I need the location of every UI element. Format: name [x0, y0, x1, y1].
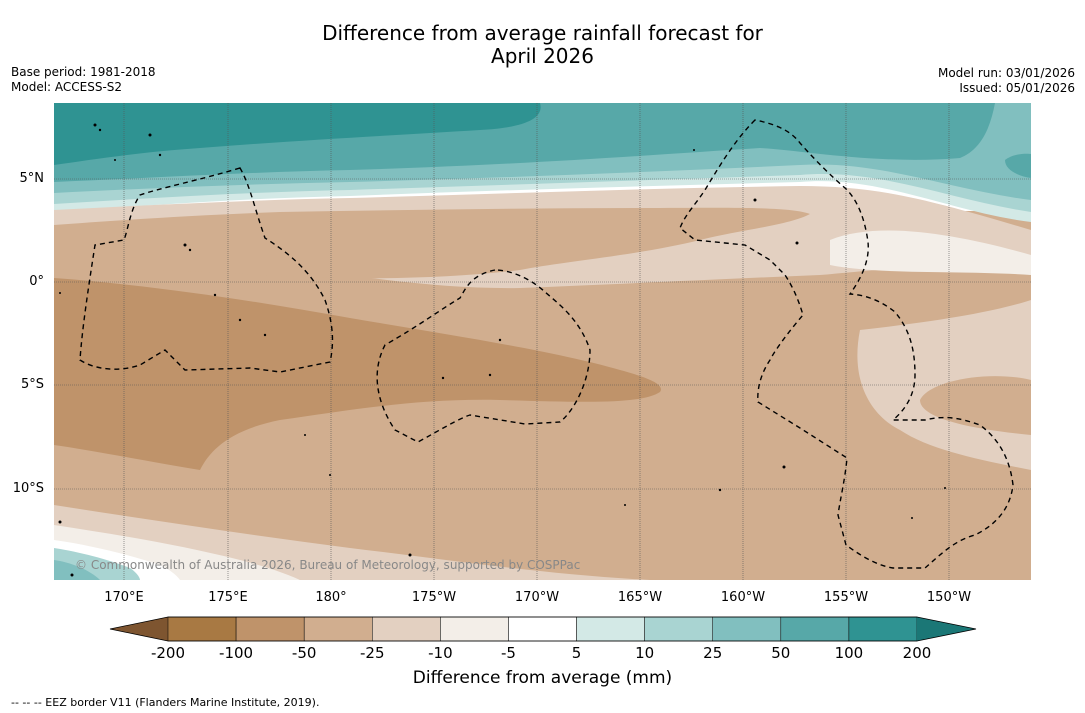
colorbar-tick-label: 25 [703, 644, 723, 662]
map-area [54, 103, 1031, 580]
chart-title: Difference from average rainfall forecas… [0, 22, 1085, 68]
eez-borders [79, 119, 1014, 569]
lat-label-10s: 10°S [12, 481, 44, 496]
band-minus5-north [830, 230, 1031, 275]
band-minus25-north [54, 207, 810, 279]
colorbar-box [235, 616, 305, 642]
eez-tokelau [376, 269, 591, 443]
colorbar-box [303, 616, 373, 642]
colorbar-tick-label: 5 [571, 644, 582, 662]
colorbar-box [848, 616, 918, 642]
lon-label-160w: 160°W [720, 590, 766, 605]
colorbar-box [167, 616, 237, 642]
lat-label-5s: 5°S [20, 377, 44, 392]
colorbar-tick-label: 200 [902, 644, 932, 662]
band-50-south [54, 560, 100, 580]
colorbar-tick-label: 100 [834, 644, 864, 662]
lon-label-175e: 175°E [208, 590, 248, 605]
colorbar-box [780, 616, 850, 642]
islands [58, 123, 946, 577]
lon-label-180: 180° [315, 590, 347, 605]
colorbar-tick-label: -50 [291, 644, 317, 662]
colorbar-box [644, 616, 713, 642]
title-line1: Difference from average rainfall forecas… [322, 21, 763, 45]
model-name: Model: ACCESS-S2 [11, 80, 123, 94]
lon-label-150w: 150°W [926, 590, 972, 605]
title-line2: April 2026 [491, 44, 594, 68]
colorbar-box [712, 616, 782, 642]
colorbar-tick-label: -200 [150, 644, 186, 662]
lon-label-155w: 155°W [823, 590, 869, 605]
eez-tuvalu [79, 167, 334, 373]
colorbar-extend-right [917, 617, 976, 641]
base-period: Base period: 1981-2018 [11, 65, 156, 79]
lon-label-170e: 170°E [104, 590, 144, 605]
colorbar-tick-label: -5 [500, 644, 516, 662]
model-run: Model run: 03/01/2026 [937, 66, 1075, 80]
colorbar-box [508, 616, 577, 642]
lon-label-175w: 175°W [411, 590, 457, 605]
colorbar-box [372, 616, 441, 642]
colorbar-extend-left [110, 617, 168, 641]
colorbar-outline [109, 616, 977, 642]
colorbar-tick-label: 10 [635, 644, 655, 662]
colorbar-tick-label: 50 [771, 644, 791, 662]
colorbar [109, 616, 977, 642]
band-minus50 [54, 278, 661, 470]
colorbar-tick-label: -25 [360, 644, 385, 662]
colorbar-tick-label: -100 [219, 644, 254, 662]
lon-label-165w: 165°W [617, 590, 663, 605]
lat-label-5n: 5°N [19, 171, 45, 186]
colorbar-title: Difference from average (mm) [412, 668, 673, 688]
band-100-east [1005, 153, 1031, 178]
eez-cook-islands [679, 119, 1014, 569]
band-minus10-east [857, 300, 1031, 470]
colorbar-box [576, 616, 645, 642]
attribution-text: © Commonwealth of Australia 2026, Bureau… [75, 558, 581, 572]
issued-date: Issued: 05/01/2026 [959, 81, 1075, 95]
colorbar-tick-label: -10 [428, 644, 453, 662]
meta-left: Base period: 1981-2018 Model: ACCESS-S2 [11, 65, 156, 95]
lat-label-0: 0° [29, 274, 44, 289]
lon-label-170w: 170°W [514, 590, 560, 605]
colorbar-box [440, 616, 509, 642]
colorbar-boxes [167, 616, 918, 642]
gridlines [54, 103, 1031, 580]
band-200 [54, 103, 541, 165]
eez-legend-footer: -- -- -- EEZ border V11 (Flanders Marine… [11, 696, 320, 709]
meta-right: Model run: 03/01/2026 Issued: 05/01/2026 [938, 66, 1075, 96]
